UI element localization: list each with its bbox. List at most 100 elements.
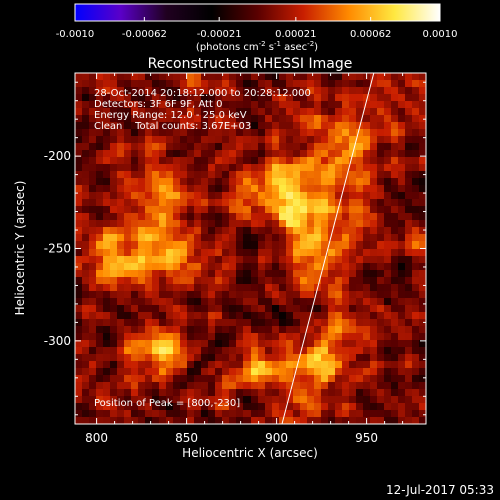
heatmap-pixel — [96, 375, 105, 384]
heatmap-pixel — [265, 291, 274, 300]
heatmap-pixel — [124, 129, 133, 138]
heatmap-pixel — [145, 94, 154, 103]
heatmap-pixel — [251, 115, 260, 124]
heatmap-pixel — [159, 178, 168, 187]
heatmap-pixel — [124, 354, 133, 363]
heatmap-pixel — [412, 312, 421, 321]
heatmap-pixel — [96, 256, 105, 265]
heatmap-pixel — [265, 389, 274, 398]
heatmap-pixel — [166, 227, 175, 236]
heatmap-pixel — [110, 185, 119, 194]
heatmap-pixel — [117, 270, 126, 279]
heatmap-pixel — [363, 73, 372, 82]
heatmap-pixel — [236, 375, 245, 384]
heatmap-pixel — [349, 206, 358, 215]
heatmap-pixel — [356, 150, 365, 159]
heatmap-pixel — [272, 157, 281, 166]
heatmap-pixel — [236, 361, 245, 370]
heatmap-pixel — [300, 136, 309, 145]
heatmap-pixel — [279, 284, 288, 293]
heatmap-pixel — [384, 164, 393, 173]
heatmap-pixel — [145, 143, 154, 152]
heatmap-pixel — [96, 326, 105, 335]
heatmap-pixel — [419, 101, 426, 110]
heatmap-pixel — [180, 389, 189, 398]
heatmap-pixel — [131, 143, 140, 152]
heatmap-pixel — [208, 234, 217, 243]
heatmap-pixel — [391, 234, 400, 243]
heatmap-pixel — [363, 87, 372, 96]
heatmap-pixel — [272, 256, 281, 265]
heatmap-pixel — [243, 319, 252, 328]
heatmap-pixel — [117, 375, 126, 384]
heatmap-pixel — [314, 361, 323, 370]
heatmap-pixel — [103, 249, 112, 258]
heatmap-pixel — [314, 277, 323, 286]
heatmap-pixel — [201, 256, 210, 265]
heatmap-pixel — [370, 122, 379, 131]
heatmap-pixel — [166, 298, 175, 307]
heatmap-pixel — [222, 108, 231, 117]
heatmap-pixel — [307, 213, 316, 222]
heatmap-pixel — [124, 101, 133, 110]
heatmap-pixel — [391, 333, 400, 342]
heatmap-pixel — [138, 403, 147, 412]
heatmap-pixel — [243, 129, 252, 138]
heatmap-pixel — [89, 333, 98, 342]
heatmap-pixel — [272, 192, 281, 201]
heatmap-pixel — [194, 375, 203, 384]
heatmap-pixel — [131, 291, 140, 300]
heatmap-pixel — [152, 199, 161, 208]
heatmap-pixel — [131, 382, 140, 391]
heatmap-pixel — [265, 347, 274, 356]
heatmap-pixel — [335, 227, 344, 236]
heatmap-pixel — [335, 150, 344, 159]
heatmap-pixel — [201, 347, 210, 356]
heatmap-pixel — [300, 354, 309, 363]
heatmap-pixel — [236, 403, 245, 412]
heatmap-pixel — [124, 340, 133, 349]
heatmap-pixel — [187, 249, 196, 258]
heatmap-pixel — [363, 234, 372, 243]
heatmap-pixel — [89, 87, 98, 96]
heatmap-pixel — [335, 291, 344, 300]
heatmap-pixel — [398, 122, 407, 131]
heatmap-pixel — [110, 171, 119, 180]
heatmap-pixel — [342, 94, 351, 103]
heatmap-pixel — [124, 270, 133, 279]
heatmap-pixel — [243, 234, 252, 243]
heatmap-pixel — [110, 101, 119, 110]
heatmap-pixel — [405, 284, 414, 293]
heatmap-pixel — [370, 73, 379, 82]
heatmap-pixel — [194, 263, 203, 272]
heatmap-pixel — [349, 347, 358, 356]
heatmap-pixel — [265, 298, 274, 307]
heatmap-pixel — [279, 417, 288, 424]
heatmap-pixel — [398, 305, 407, 314]
heatmap-pixel — [349, 396, 358, 405]
heatmap-pixel — [89, 298, 98, 307]
heatmap-pixel — [96, 403, 105, 412]
heatmap-pixel — [251, 234, 260, 243]
heatmap-pixel — [377, 101, 386, 110]
heatmap-pixel — [272, 108, 281, 117]
heatmap-pixel — [349, 256, 358, 265]
heatmap-pixel — [384, 319, 393, 328]
heatmap-pixel — [328, 136, 337, 145]
heatmap-pixel — [124, 298, 133, 307]
heatmap-pixel — [279, 263, 288, 272]
heatmap-pixel — [272, 199, 281, 208]
heatmap-pixel — [166, 220, 175, 229]
heatmap-pixel — [321, 129, 330, 138]
heatmap-pixel — [328, 256, 337, 265]
heatmap-pixel — [152, 340, 161, 349]
heatmap-pixel — [159, 312, 168, 321]
heatmap-pixel — [356, 368, 365, 377]
heatmap-pixel — [110, 108, 119, 117]
heatmap-pixel — [173, 417, 182, 424]
heatmap-pixel — [131, 410, 140, 419]
heatmap-pixel — [405, 206, 414, 215]
heatmap-pixel — [75, 270, 84, 279]
heatmap-pixel — [398, 340, 407, 349]
heatmap-pixel — [335, 192, 344, 201]
